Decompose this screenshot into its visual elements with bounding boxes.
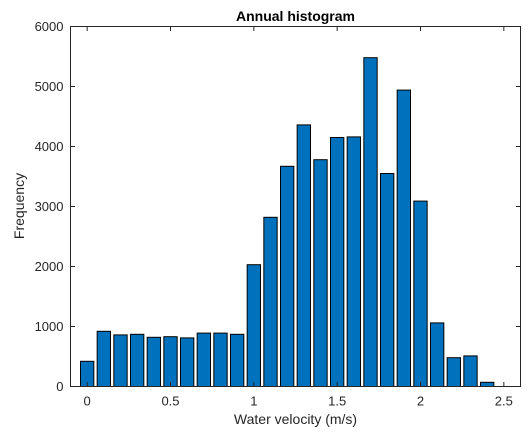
histogram-bar <box>180 337 195 387</box>
histogram-bar <box>96 330 111 387</box>
histogram-bar <box>213 332 228 388</box>
histogram-bar <box>263 216 278 387</box>
histogram-bar <box>463 355 478 387</box>
x-tick-label: 1.5 <box>328 394 346 409</box>
histogram-bar <box>430 322 445 387</box>
y-tick-label: 6000 <box>35 19 64 34</box>
histogram-bar <box>396 89 412 387</box>
y-tick-label: 3000 <box>35 199 64 214</box>
y-tick-label: 5000 <box>35 79 64 94</box>
x-tick-label: 0 <box>84 394 91 409</box>
histogram-bar <box>246 264 261 388</box>
x-axis-label: Water velocity (m/s) <box>234 411 357 427</box>
histogram-bar <box>146 336 161 387</box>
histogram-bar <box>163 336 178 388</box>
y-ticks: 0 1000 2000 3000 4000 5000 6000 <box>35 19 521 394</box>
histogram-bar <box>113 334 128 387</box>
histogram-bar <box>480 381 495 387</box>
histogram-bar <box>346 136 362 387</box>
histogram-bar <box>413 200 428 387</box>
histogram-bar <box>196 332 211 388</box>
y-tick-label: 2000 <box>35 259 64 274</box>
histogram-bar <box>296 124 312 388</box>
bars-layer <box>80 57 495 388</box>
y-axis-label: Frequency <box>11 173 27 239</box>
y-tick-label: 1000 <box>35 319 64 334</box>
chart-title: Annual histogram <box>236 8 355 24</box>
x-tick-label: 2 <box>417 394 424 409</box>
histogram-bar <box>446 357 462 388</box>
x-tick-label: 2.5 <box>495 394 513 409</box>
histogram-bar <box>380 173 395 387</box>
y-tick-label: 4000 <box>35 139 64 154</box>
y-tick-label: 0 <box>56 379 63 394</box>
x-tick-label: 0.5 <box>161 394 179 409</box>
histogram-bar <box>330 137 345 387</box>
x-tick-label: 1 <box>250 394 257 409</box>
histogram-bar <box>230 333 245 387</box>
x-ticks: 0 0.5 1 1.5 2 2.5 <box>84 26 513 409</box>
histogram-bar <box>280 165 295 387</box>
axes-layer <box>70 26 521 387</box>
histogram-bar <box>313 159 328 387</box>
axes-box <box>70 26 521 387</box>
histogram-bar <box>130 333 145 387</box>
histogram-bar <box>363 57 378 387</box>
